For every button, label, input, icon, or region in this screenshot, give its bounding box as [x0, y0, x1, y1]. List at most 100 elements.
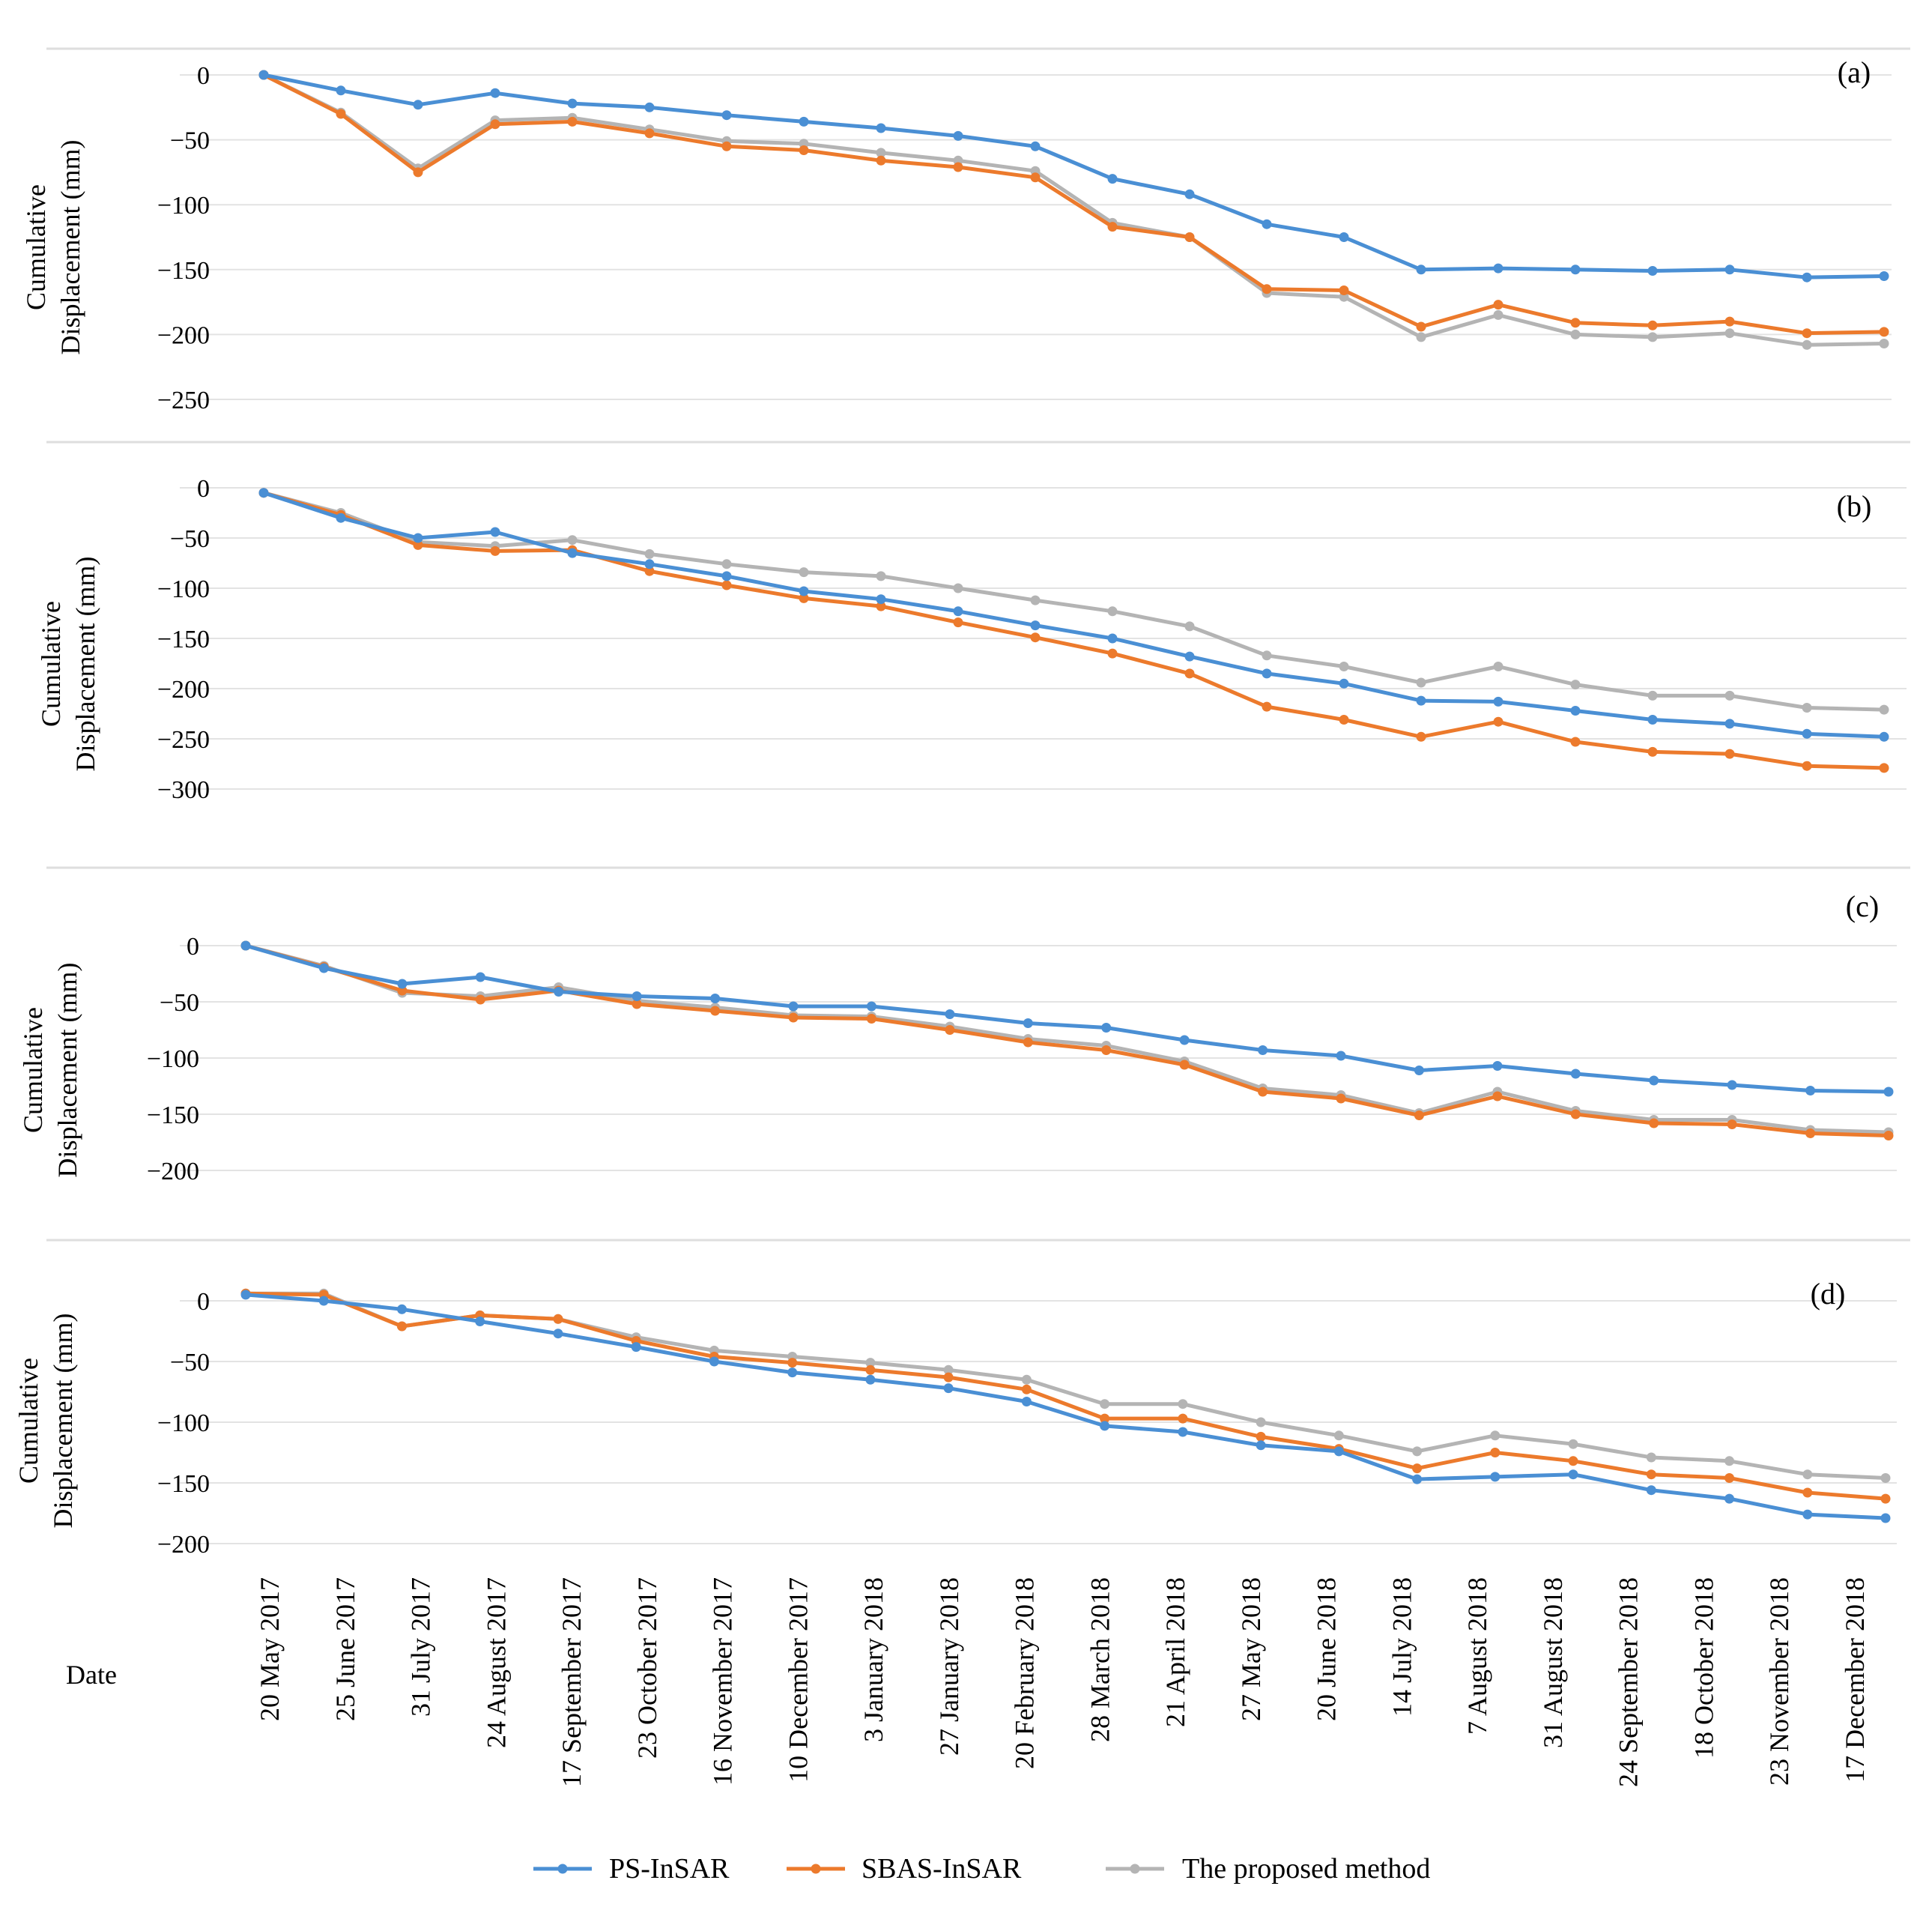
data-point-sbas: [710, 1006, 721, 1016]
y-axis-title-line2: Displacement (mm): [48, 1314, 78, 1529]
data-point-sbas: [1262, 284, 1272, 294]
data-point-ps: [1101, 1023, 1112, 1033]
chart-panel: 0 −50 −100 −150 −200 −250 Cumulative Displaceme…: [21, 47, 1910, 414]
data-point-proposed: [1021, 1374, 1032, 1385]
series-line-proposed: [246, 1291, 1886, 1480]
data-point-ps: [1570, 1069, 1581, 1079]
y-tick-label: −50: [170, 1349, 210, 1376]
data-point-proposed: [1568, 1439, 1578, 1449]
data-point-ps: [1107, 633, 1118, 644]
data-point-sbas: [1570, 1109, 1581, 1119]
data-point-sbas: [413, 540, 423, 550]
series-proposed: [258, 488, 1889, 715]
date-tick-label: 24 September 2018: [1614, 1577, 1644, 1787]
y-tick-label: −150: [147, 1101, 199, 1129]
data-point-sbas: [1256, 1431, 1266, 1442]
date-tick-label: 16 November 2017: [708, 1577, 738, 1786]
data-point-ps: [258, 488, 269, 498]
data-point-ps: [721, 110, 732, 121]
data-point-sbas: [1416, 731, 1426, 742]
y-axis-title: Cumulative Displacement (mm): [36, 557, 100, 772]
data-point-sbas: [787, 1358, 798, 1368]
data-point-sbas: [1023, 1037, 1033, 1048]
series-proposed: [240, 1288, 1891, 1483]
data-point-sbas: [1416, 321, 1426, 332]
data-point-ps: [336, 513, 346, 523]
date-tick-label: 14 July 2018: [1387, 1577, 1417, 1717]
data-point-sbas: [1184, 668, 1195, 679]
legend: PS-InSAR SBAS-InSAR The proposed method: [533, 1853, 1430, 1885]
data-point-sbas: [553, 1314, 563, 1324]
y-tick-label: −150: [157, 257, 210, 285]
data-point-ps: [1490, 1472, 1501, 1482]
data-point-ps: [490, 88, 500, 98]
y-tick-label: −100: [157, 575, 210, 603]
data-point-sbas: [1492, 1091, 1503, 1101]
data-point-proposed: [1647, 332, 1658, 342]
data-point-ps: [1802, 1509, 1813, 1520]
y-axis-title-line2: Displacement (mm): [52, 963, 82, 1178]
data-point-sbas: [397, 1321, 407, 1332]
date-tick-label: 23 October 2017: [632, 1577, 662, 1759]
legend-item-ps: PS-InSAR: [533, 1853, 730, 1885]
data-point-proposed: [1416, 332, 1426, 342]
data-point-proposed: [1879, 339, 1889, 348]
data-point-sbas: [876, 601, 886, 611]
series-proposed: [240, 940, 1894, 1137]
data-point-ps: [1570, 706, 1581, 716]
data-point-sbas: [490, 546, 500, 556]
data-point-ps: [1879, 271, 1889, 281]
series-line-ps: [263, 491, 1885, 739]
data-point-ps: [788, 1001, 799, 1012]
data-point-ps: [240, 1290, 251, 1300]
chart-panel: 0 −50 −100 −150 −200 Cumulative Displacement (…: [13, 1239, 1910, 1559]
data-point-proposed: [1490, 1430, 1501, 1441]
data-point-sbas: [1880, 1493, 1891, 1504]
data-point-proposed: [953, 583, 963, 593]
data-point-ps: [1416, 265, 1426, 275]
data-point-sbas: [632, 999, 642, 1009]
data-point-sbas: [1101, 1045, 1112, 1055]
data-point-ps: [1030, 141, 1041, 151]
date-tick-label: 18 October 2018: [1689, 1577, 1719, 1759]
y-tick-label: −200: [157, 676, 210, 704]
data-point-sbas: [953, 617, 963, 628]
data-point-sbas: [1414, 1110, 1424, 1120]
data-point-ps: [1412, 1474, 1423, 1484]
series-ps: [258, 488, 1889, 742]
data-point-proposed: [644, 548, 655, 559]
data-point-sbas: [866, 1014, 876, 1024]
legend-item-sbas: SBAS-InSAR: [787, 1853, 1022, 1885]
data-point-ps: [490, 527, 500, 537]
data-point-proposed: [876, 148, 886, 158]
data-point-ps: [1339, 678, 1349, 689]
data-point-proposed: [567, 535, 578, 546]
y-tick-label: −50: [170, 525, 210, 553]
date-tick-label: 31 August 2018: [1538, 1577, 1568, 1748]
data-point-sbas: [413, 167, 423, 178]
data-point-ps: [644, 559, 655, 569]
y-axis-title-line2: Displacement (mm): [70, 557, 100, 772]
data-point-sbas: [1879, 327, 1889, 337]
data-point-proposed: [1493, 309, 1503, 320]
legend-label-proposed: The proposed method: [1182, 1853, 1430, 1885]
data-point-sbas: [397, 985, 408, 996]
data-point-proposed: [1724, 1456, 1734, 1466]
y-axis-title: Cumulative Displacement (mm): [21, 140, 85, 355]
data-point-ps: [1802, 728, 1812, 739]
data-point-ps: [1570, 265, 1581, 275]
data-point-ps: [1336, 1051, 1346, 1061]
panel-label: (b): [1837, 489, 1872, 523]
series-line-ps: [245, 1293, 1886, 1520]
data-point-ps: [1100, 1421, 1110, 1431]
data-point-proposed: [1646, 1452, 1656, 1463]
data-point-ps: [1568, 1469, 1578, 1480]
data-point-ps: [1416, 695, 1426, 706]
data-point-ps: [721, 571, 732, 581]
data-point-ps: [787, 1367, 798, 1378]
data-point-ps: [413, 533, 423, 543]
data-point-sbas: [1802, 761, 1812, 771]
series-sbas: [240, 940, 1894, 1140]
legend-item-proposed: The proposed method: [1106, 1853, 1430, 1885]
